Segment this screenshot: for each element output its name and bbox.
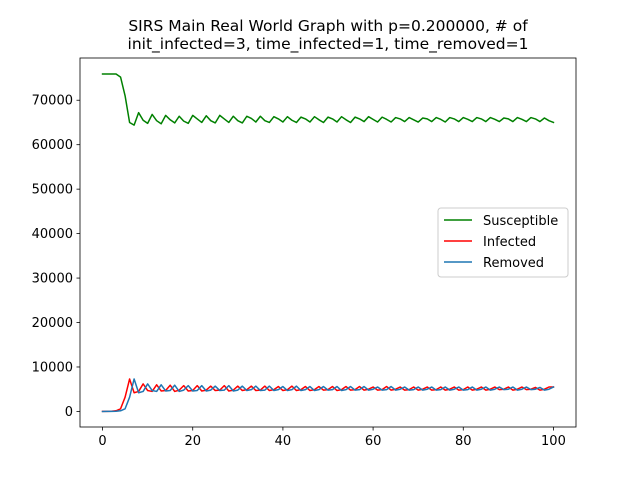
legend-label-susceptible: Susceptible (483, 214, 558, 229)
y-tick-label: 70000 (32, 94, 73, 109)
y-tick-label: 0 (65, 405, 73, 420)
x-tick-label: 100 (541, 434, 566, 449)
chart-title-line-2: init_infected=3, time_infected=1, time_r… (128, 35, 529, 54)
y-tick-label: 10000 (32, 360, 73, 375)
x-tick-label: 40 (275, 434, 292, 449)
x-tick-label: 60 (365, 434, 382, 449)
y-tick-label: 50000 (32, 183, 73, 198)
legend-label-infected: Infected (483, 235, 536, 250)
plot-area: 0 20 40 60 80 100 0 10000 20000 30000 40000 50000 60… (32, 57, 577, 449)
chart-legend: Susceptible Infected Removed (437, 207, 569, 278)
y-tick-label: 20000 (32, 316, 73, 331)
chart-title-line-1: SIRS Main Real World Graph with p=0.2000… (128, 17, 528, 35)
legend-label-removed: Removed (483, 256, 544, 271)
y-tick-label: 30000 (32, 272, 73, 287)
series-line-susceptible (101, 73, 555, 126)
y-tick-label: 40000 (32, 227, 73, 242)
x-tick-label: 0 (98, 434, 106, 449)
legend-box (437, 207, 569, 278)
axes-frame (79, 57, 577, 428)
y-tick-label: 60000 (32, 138, 73, 153)
x-tick-label: 80 (455, 434, 472, 449)
series-line-removed (101, 378, 555, 413)
x-tick-label: 20 (184, 434, 201, 449)
